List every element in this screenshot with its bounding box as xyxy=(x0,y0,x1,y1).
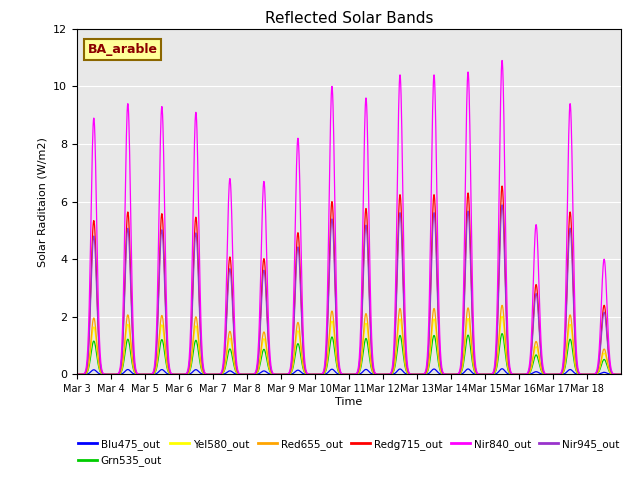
Nir945_out xyxy=(73,372,81,377)
Legend: Blu475_out, Grn535_out, Yel580_out, Red655_out, Redg715_out, Nir840_out, Nir945_: Blu475_out, Grn535_out, Yel580_out, Red6… xyxy=(74,435,624,470)
Blu475_out xyxy=(73,372,81,377)
Redg715_out xyxy=(477,372,484,377)
Nir840_out xyxy=(324,260,332,265)
Blu475_out xyxy=(477,372,484,377)
Blu475_out xyxy=(610,372,618,377)
Line: Grn535_out: Grn535_out xyxy=(77,334,621,374)
Redg715_out xyxy=(73,372,81,377)
Line: Yel580_out: Yel580_out xyxy=(77,316,621,374)
Yel580_out xyxy=(557,371,564,377)
Yel580_out xyxy=(73,372,81,377)
Nir945_out xyxy=(498,202,506,208)
Grn535_out xyxy=(73,372,81,377)
Nir840_out xyxy=(610,371,618,377)
Red655_out xyxy=(498,302,506,308)
Title: Reflected Solar Bands: Reflected Solar Bands xyxy=(264,11,433,26)
Red655_out xyxy=(158,312,166,318)
Redg715_out xyxy=(324,304,332,310)
Nir945_out xyxy=(557,371,564,376)
Nir945_out xyxy=(617,372,625,377)
Line: Red655_out: Red655_out xyxy=(77,305,621,374)
Line: Redg715_out: Redg715_out xyxy=(77,186,621,374)
Red655_out xyxy=(557,371,564,377)
Text: BA_arable: BA_arable xyxy=(88,43,157,56)
Red655_out xyxy=(610,372,618,377)
Yel580_out xyxy=(617,372,625,377)
Yel580_out xyxy=(324,351,332,357)
Redg715_out xyxy=(498,183,506,189)
Blu475_out xyxy=(335,371,342,377)
Y-axis label: Solar Raditaion (W/m2): Solar Raditaion (W/m2) xyxy=(37,137,47,266)
Nir840_out xyxy=(73,372,81,377)
Grn535_out xyxy=(324,357,332,363)
Grn535_out xyxy=(158,336,166,342)
Nir945_out xyxy=(158,227,166,233)
Redg715_out xyxy=(335,358,342,363)
Nir840_out xyxy=(335,348,342,354)
Nir840_out xyxy=(498,58,506,63)
Line: Nir945_out: Nir945_out xyxy=(77,205,621,374)
X-axis label: Time: Time xyxy=(335,397,362,407)
Red655_out xyxy=(324,347,332,353)
Yel580_out xyxy=(158,322,166,328)
Blu475_out xyxy=(158,367,166,372)
Nir945_out xyxy=(610,372,618,377)
Nir945_out xyxy=(324,311,332,317)
Line: Blu475_out: Blu475_out xyxy=(77,369,621,374)
Grn535_out xyxy=(557,372,564,377)
Nir840_out xyxy=(158,104,166,109)
Blu475_out xyxy=(498,366,506,372)
Grn535_out xyxy=(477,372,484,377)
Grn535_out xyxy=(335,369,342,374)
Yel580_out xyxy=(335,367,342,373)
Blu475_out xyxy=(324,370,332,375)
Nir840_out xyxy=(557,370,564,376)
Red655_out xyxy=(617,372,625,377)
Grn535_out xyxy=(617,372,625,377)
Redg715_out xyxy=(557,371,564,376)
Yel580_out xyxy=(610,372,618,377)
Nir840_out xyxy=(617,372,625,377)
Grn535_out xyxy=(498,331,506,336)
Grn535_out xyxy=(610,372,618,377)
Yel580_out xyxy=(477,372,484,377)
Line: Nir840_out: Nir840_out xyxy=(77,60,621,374)
Blu475_out xyxy=(557,372,564,377)
Red655_out xyxy=(73,372,81,377)
Red655_out xyxy=(477,372,484,377)
Redg715_out xyxy=(617,372,625,377)
Redg715_out xyxy=(610,372,618,377)
Nir945_out xyxy=(335,359,342,365)
Blu475_out xyxy=(617,372,625,377)
Nir840_out xyxy=(477,372,484,377)
Red655_out xyxy=(335,366,342,372)
Redg715_out xyxy=(158,211,166,216)
Yel580_out xyxy=(498,313,506,319)
Nir945_out xyxy=(477,372,484,377)
